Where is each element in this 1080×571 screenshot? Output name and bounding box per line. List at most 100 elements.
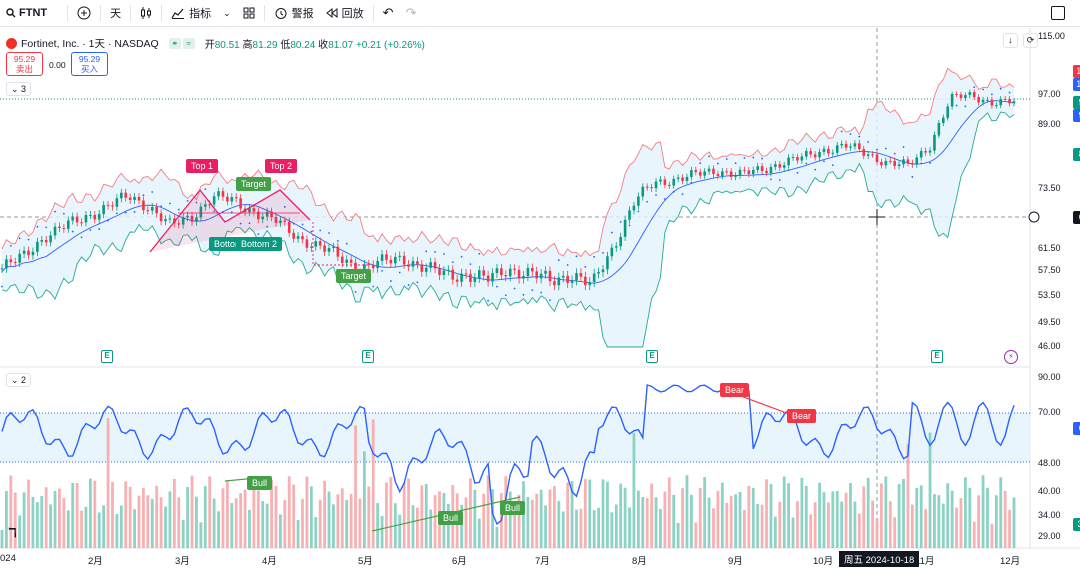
volume-bar	[142, 487, 145, 548]
time-tick: 10月	[813, 556, 834, 567]
indicators-collapse-2[interactable]: ⌄ 2	[6, 373, 32, 387]
volume-bar	[119, 505, 123, 548]
volume-bar	[871, 500, 874, 548]
volume-bar	[880, 483, 883, 548]
candle	[681, 174, 684, 185]
volume-bar	[27, 479, 30, 548]
volume-bar	[323, 480, 327, 548]
candle	[787, 154, 790, 169]
candle	[950, 91, 954, 110]
scroll-down-icon[interactable]: ↓	[1003, 33, 1018, 48]
flash-icon[interactable]: ⚡	[1004, 350, 1018, 364]
refresh-icon[interactable]: ⟳	[1023, 33, 1038, 48]
osc-tick: 70.00	[1038, 407, 1061, 417]
candle	[888, 157, 892, 165]
oscillator-axis[interactable]: 90.00 70.00 48.00 40.00 34.00 29.00 63.06 3.72M	[1030, 368, 1080, 548]
chart-type-button[interactable]	[134, 0, 158, 27]
symbol-search[interactable]: FTNT	[0, 0, 53, 27]
volume-bar	[822, 492, 826, 548]
volume-bar	[314, 517, 318, 548]
sell-button[interactable]: 95.29 卖出	[6, 52, 43, 76]
candle	[844, 140, 848, 151]
candle	[80, 218, 83, 227]
candle	[292, 228, 295, 243]
candle	[252, 204, 256, 216]
volume-bar	[544, 505, 547, 548]
visibility-icon[interactable]: ⚭	[168, 38, 181, 49]
volume-bar	[888, 501, 892, 548]
earnings-icon[interactable]: E	[362, 350, 374, 363]
volume-bar	[844, 492, 848, 548]
candle	[53, 222, 57, 240]
settings-icon[interactable]: ≈	[182, 38, 195, 49]
price-axis[interactable]: 115.00 97.00 89.00 73.50 61.50 57.50 53.50 49.5…	[1030, 28, 1080, 368]
alert-button[interactable]: 警报	[268, 0, 320, 27]
volume-bar	[97, 512, 101, 548]
volume-bar	[526, 496, 530, 548]
volume-bar	[743, 509, 746, 548]
candle	[955, 91, 958, 98]
volume-bar	[230, 503, 234, 548]
ohlc-values: 开80.51 高81.29 低80.24 收81.07 +0.21 (+0.26…	[205, 36, 425, 51]
volume-bar	[53, 491, 57, 548]
candle	[0, 263, 4, 273]
volume-bar	[93, 480, 97, 548]
indicators-collapse-1[interactable]: ⌄ 3	[6, 82, 32, 96]
candle	[500, 263, 503, 281]
layouts-button[interactable]	[237, 0, 261, 27]
legend-chips[interactable]: ⚭ ≈	[168, 38, 195, 49]
earnings-icon[interactable]: E	[646, 350, 658, 363]
top1-label: Top 1	[186, 159, 219, 173]
fullscreen-icon[interactable]	[1051, 6, 1065, 20]
volume-bar	[866, 477, 870, 548]
redo-button[interactable]: ↷	[400, 0, 423, 27]
candle	[579, 268, 583, 282]
high-value: 81.29	[252, 40, 278, 51]
volume-bar	[460, 504, 463, 548]
volume-bar	[924, 509, 928, 548]
candle	[765, 167, 768, 177]
volume-bar	[902, 478, 905, 548]
compare-button[interactable]	[71, 0, 97, 27]
candle	[751, 166, 755, 178]
buy-price: 95.29	[78, 54, 101, 64]
replay-button[interactable]: 回放	[320, 0, 370, 27]
candle	[190, 211, 194, 226]
earnings-icon[interactable]: E	[101, 350, 113, 363]
undo-button[interactable]: ↶	[377, 0, 400, 27]
top-toolbar: FTNT 天 指标 ⌄ 警报 回放 ↶ ↷	[0, 0, 1080, 27]
volume-bar	[579, 508, 583, 548]
volume-bar	[628, 507, 631, 548]
candle	[526, 263, 530, 282]
candle	[424, 263, 428, 277]
volume-bar	[309, 486, 313, 548]
candle	[561, 270, 565, 283]
time-tick: 9月	[728, 556, 743, 567]
indicators-button[interactable]: 指标 ⌄	[165, 0, 237, 27]
candle	[822, 145, 826, 156]
volume-bar	[857, 513, 861, 548]
chevron-down-icon[interactable]: ⌄	[223, 7, 231, 18]
high-label: 高	[242, 40, 253, 51]
volume-bar	[645, 498, 649, 548]
candle	[62, 224, 66, 233]
symbol-title[interactable]: Fortinet, Inc. · 1天 · NASDAQ	[21, 38, 159, 50]
candle	[491, 268, 494, 287]
candle	[226, 192, 229, 206]
candle	[327, 244, 331, 257]
candle	[234, 193, 238, 203]
volume-bar	[597, 507, 600, 548]
candle	[371, 260, 375, 273]
volume-bar	[137, 495, 141, 548]
interval-button[interactable]: 天	[110, 8, 122, 20]
volume-bar	[641, 497, 645, 548]
candle	[217, 187, 220, 201]
volume-bar	[13, 492, 17, 548]
candle	[411, 256, 415, 272]
crosshair-time-label: 周五 2024-10-18	[839, 551, 920, 567]
buy-button[interactable]: 95.29 买入	[71, 52, 108, 76]
candle	[902, 156, 905, 168]
earnings-icon[interactable]: E	[931, 350, 943, 363]
volume-bar	[155, 485, 159, 548]
